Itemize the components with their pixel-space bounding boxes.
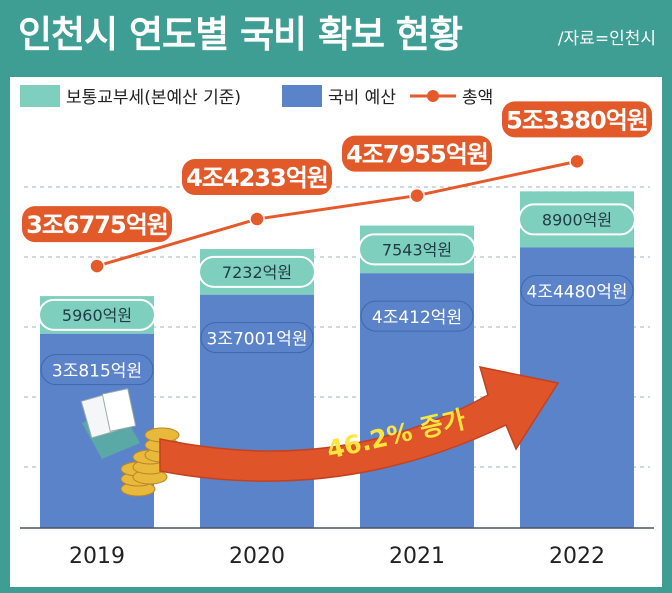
- source-note: /자료=인천시: [557, 29, 656, 49]
- total-point: [409, 187, 425, 204]
- legend-label-total: 총액: [462, 88, 493, 108]
- grant-value-label: 5960억원: [62, 306, 132, 325]
- chart-title: 인천시 연도별 국비 확보 현황: [18, 13, 463, 56]
- growth-arrow-shape: [159, 366, 560, 482]
- total-point: [249, 211, 265, 227]
- total-label-box: [502, 101, 652, 138]
- grant-value-label: 7232억원: [222, 263, 292, 282]
- x-tick-label: 2019: [69, 544, 125, 569]
- total-label: 3조6775억원: [26, 211, 168, 239]
- base-value-pill: [40, 354, 154, 386]
- total-label: 5조3380억원: [506, 106, 648, 134]
- total-line: [96, 159, 578, 268]
- base-value-pill: [200, 322, 314, 354]
- grant-value-label: 8900억원: [542, 210, 612, 229]
- legend-swatch-grant: [20, 85, 60, 107]
- document-shape: [101, 388, 137, 432]
- total-label-box: [182, 159, 332, 196]
- grant-value-pill: [358, 233, 476, 266]
- total-label-box: [22, 206, 172, 243]
- x-tick-label: 2020: [229, 544, 285, 569]
- base-value-label: 3조7001억원: [207, 330, 308, 350]
- grant-value-pill: [198, 255, 316, 288]
- total-line-series: 3조6775억원 4조4233억원 4조7955억원 5조3380억원: [22, 101, 652, 274]
- legend-swatch-base: [282, 85, 322, 107]
- value-labels: 3조815억원 5960억원 3조7001억원 7232억원 4조412억원 7543억원…: [38, 203, 636, 386]
- base-value-label: 4조412억원: [372, 308, 462, 328]
- total-point: [89, 258, 105, 274]
- base-value-label: 4조4480억원: [527, 282, 628, 302]
- grant-value-pill: [38, 298, 156, 331]
- grant-value-pill: [518, 203, 636, 236]
- total-label-box: [342, 135, 492, 172]
- legend-label-grant: 보통교부세(본예산 기준): [66, 88, 241, 108]
- base-value-label: 3조815억원: [52, 362, 142, 382]
- x-tick-label: 2022: [549, 544, 605, 569]
- chart-panel: 보통교부세(본예산 기준) 국비 예산 총액 2019 2020 2021 2022 46.2…: [10, 77, 662, 587]
- total-label: 4조7955억원: [346, 141, 488, 169]
- base-value-pill: [360, 300, 474, 332]
- grant-value-label: 7543억원: [382, 240, 452, 259]
- coins-and-documents-icon: [80, 388, 180, 497]
- legend-marker-total: [427, 90, 439, 102]
- total-point: [569, 153, 585, 170]
- legend-label-base: 국비 예산: [328, 88, 396, 108]
- x-tick-label: 2021: [389, 544, 445, 569]
- legend: 보통교부세(본예산 기준) 국비 예산 총액: [20, 85, 493, 108]
- total-label: 4조4233억원: [186, 164, 328, 192]
- base-value-pill: [520, 274, 634, 306]
